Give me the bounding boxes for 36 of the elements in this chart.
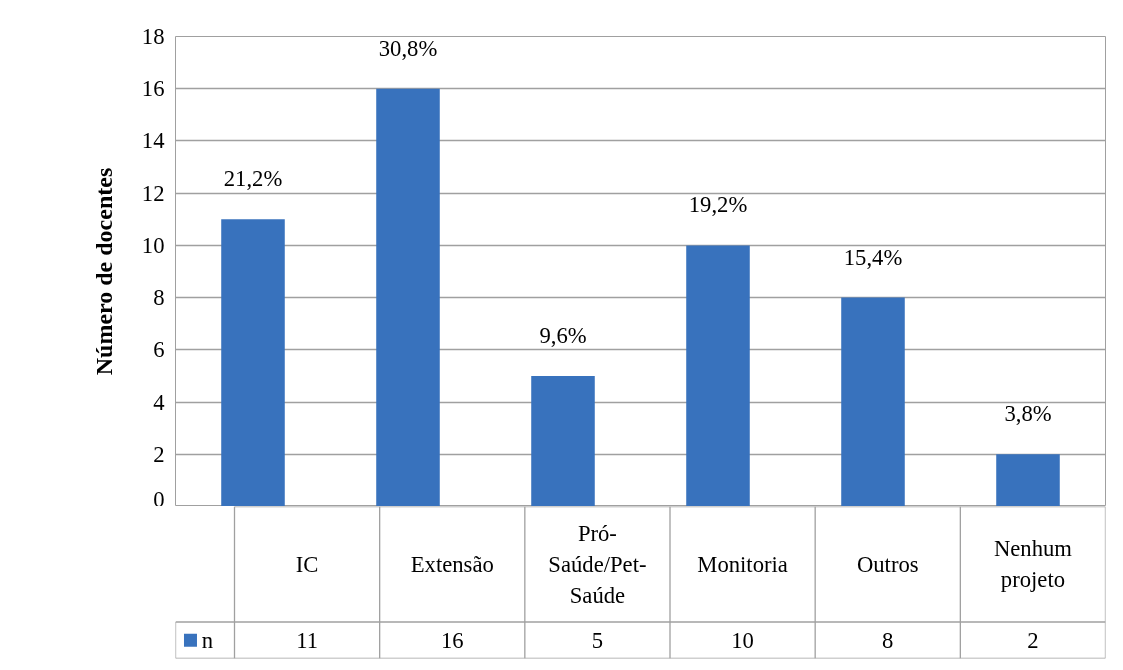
bar xyxy=(686,245,750,506)
annotation: 19,2% xyxy=(688,192,748,218)
x-tick-label: Outros xyxy=(856,551,919,577)
annotation: 3,8% xyxy=(1004,401,1052,427)
bar xyxy=(841,297,905,506)
legend-label: n xyxy=(201,627,214,653)
x-tick-label: Pró-Saúde/Pet-Saúde xyxy=(548,520,647,609)
bar xyxy=(531,375,595,506)
data-label: 16 xyxy=(440,627,464,653)
annotation: 30,8% xyxy=(378,35,438,61)
y-tick-label: 6 xyxy=(153,337,165,363)
data-label: 11 xyxy=(296,627,319,653)
annotation: 15,4% xyxy=(843,244,903,270)
y-tick-label: 12 xyxy=(141,180,165,206)
y-tick-label: 0 xyxy=(153,486,165,512)
bar xyxy=(376,88,440,506)
x-tick-label: Monitoria xyxy=(697,551,788,577)
x-tick-label: Extensão xyxy=(410,551,494,577)
annotation: 9,6% xyxy=(539,322,587,348)
y-tick-label: 8 xyxy=(153,285,165,311)
x-tick-label: Nenhum projeto xyxy=(993,536,1073,593)
y-tick-label: 14 xyxy=(141,128,165,154)
bar xyxy=(996,454,1060,506)
y-tick-label: 4 xyxy=(153,389,165,415)
y-axis-title: Número de docentes xyxy=(90,167,117,376)
x-tick-label: IC xyxy=(295,551,319,577)
bar xyxy=(221,219,285,506)
y-tick-label: 10 xyxy=(141,232,165,258)
y-tick-label: 16 xyxy=(141,76,165,102)
data-label: 10 xyxy=(731,627,754,653)
y-tick-label: 2 xyxy=(153,441,165,467)
data-label: 8 xyxy=(882,627,894,653)
data-label: 2 xyxy=(1027,627,1039,653)
annotation: 21,2% xyxy=(223,166,283,192)
data-label: 5 xyxy=(591,627,604,653)
y-tick-label: 18 xyxy=(141,24,165,49)
